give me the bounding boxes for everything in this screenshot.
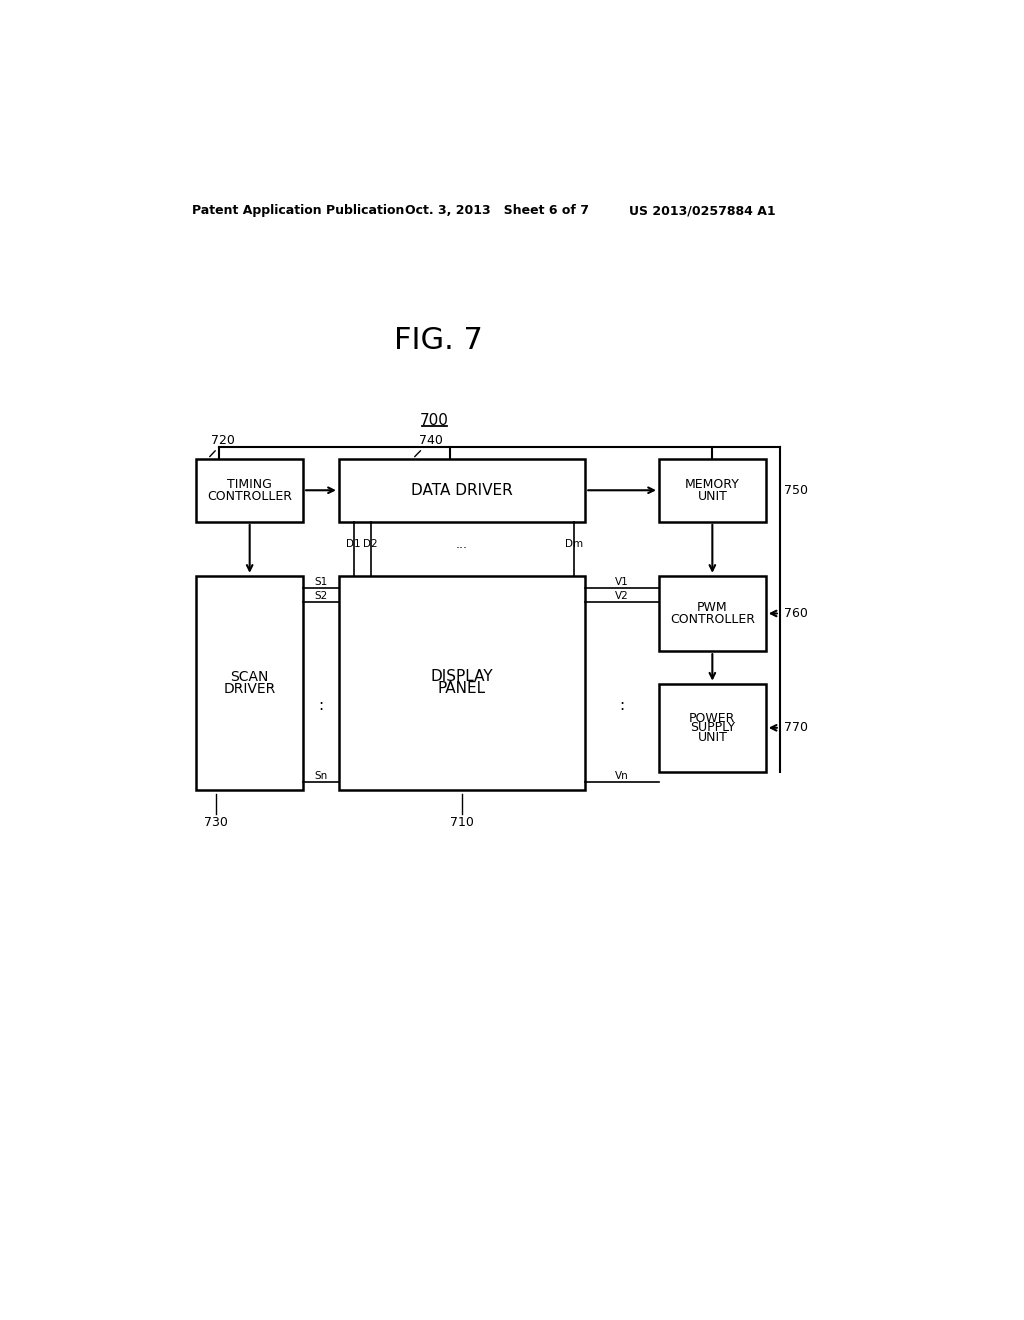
Bar: [658, 684, 766, 772]
Bar: [197, 576, 303, 789]
Text: PWM: PWM: [697, 601, 728, 614]
Text: UNIT: UNIT: [697, 730, 727, 743]
Text: Oct. 3, 2013   Sheet 6 of 7: Oct. 3, 2013 Sheet 6 of 7: [406, 205, 590, 218]
Text: 760: 760: [784, 607, 808, 620]
Text: DATA DRIVER: DATA DRIVER: [412, 483, 513, 498]
Text: SCAN: SCAN: [230, 669, 269, 684]
Text: DISPLAY: DISPLAY: [431, 669, 494, 684]
Text: V2: V2: [615, 591, 629, 601]
Text: Dm: Dm: [564, 539, 583, 549]
Bar: [339, 459, 586, 521]
Text: Patent Application Publication: Patent Application Publication: [191, 205, 403, 218]
Text: US 2013/0257884 A1: US 2013/0257884 A1: [630, 205, 776, 218]
Text: CONTROLLER: CONTROLLER: [207, 490, 292, 503]
Text: S1: S1: [314, 577, 328, 587]
Text: POWER: POWER: [689, 711, 735, 725]
Text: 730: 730: [204, 816, 227, 829]
Text: 740: 740: [419, 434, 442, 447]
Text: CONTROLLER: CONTROLLER: [670, 612, 755, 626]
Text: Vn: Vn: [615, 771, 629, 781]
Text: D1: D1: [346, 539, 360, 549]
Bar: [339, 576, 586, 789]
Text: 770: 770: [784, 721, 808, 734]
Text: FIG. 7: FIG. 7: [393, 326, 482, 355]
Text: MEMORY: MEMORY: [685, 478, 739, 491]
Text: SUPPLY: SUPPLY: [690, 721, 735, 734]
Text: TIMING: TIMING: [227, 478, 272, 491]
Text: :: :: [318, 698, 324, 713]
Text: S2: S2: [314, 591, 328, 601]
Text: Sn: Sn: [314, 771, 328, 781]
Bar: [197, 459, 303, 521]
Text: ...: ...: [456, 537, 468, 550]
Text: DRIVER: DRIVER: [223, 682, 275, 696]
Text: 710: 710: [451, 816, 474, 829]
Bar: [658, 459, 766, 521]
Text: :: :: [620, 698, 625, 713]
Text: 750: 750: [784, 483, 808, 496]
Text: D2: D2: [364, 539, 378, 549]
Bar: [658, 576, 766, 651]
Text: UNIT: UNIT: [697, 490, 727, 503]
Text: 700: 700: [420, 413, 449, 428]
Text: 720: 720: [211, 434, 234, 447]
Text: V1: V1: [615, 577, 629, 587]
Text: PANEL: PANEL: [438, 681, 486, 697]
